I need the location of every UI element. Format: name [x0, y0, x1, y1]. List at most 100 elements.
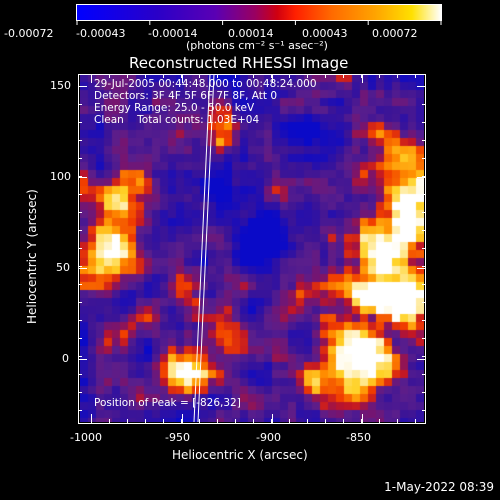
y-major-tick-right — [417, 268, 426, 269]
colorbar — [76, 4, 442, 21]
y-minor-tick — [78, 122, 82, 123]
x-minor-tick — [91, 419, 92, 423]
y-minor-tick-right — [422, 392, 426, 393]
y-minor-tick — [78, 140, 82, 141]
x-minor-tick — [199, 419, 200, 423]
x-minor-tick-top — [145, 74, 146, 78]
colorbar-tick-label-6: 0.00072 — [372, 27, 418, 40]
x-major-tick-top — [272, 74, 273, 83]
x-major-tick — [182, 414, 183, 423]
y-major-tick-right — [417, 177, 426, 178]
x-major-tick — [362, 414, 363, 423]
plot-timestamp: 1-May-2022 08:39 — [384, 480, 494, 494]
x-minor-tick — [307, 419, 308, 423]
x-major-tick — [272, 414, 273, 423]
y-minor-tick — [78, 410, 82, 411]
limb-line-1 — [197, 74, 215, 422]
y-minor-tick-right — [422, 356, 426, 357]
y-minor-tick — [78, 230, 82, 231]
x-minor-tick-top — [415, 74, 416, 78]
x-tick-label-3: -900 — [256, 431, 281, 444]
plot-frame — [78, 74, 426, 424]
y-major-tick-right — [417, 359, 426, 360]
overlay-lines — [193, 74, 215, 422]
x-minor-tick-top — [253, 74, 254, 78]
limb-line-2 — [193, 74, 211, 422]
y-major-tick — [78, 177, 87, 178]
x-minor-tick — [163, 419, 164, 423]
x-minor-tick-top — [127, 74, 128, 78]
y-minor-tick-right — [422, 248, 426, 249]
y-minor-tick-right — [422, 374, 426, 375]
info-time-range: 29-Jul-2005 00:44:48.000 to 00:48:24.000 — [94, 78, 317, 90]
y-minor-tick-right — [422, 230, 426, 231]
x-major-tick-top — [91, 74, 92, 83]
peak-position-label: Position of Peak = [-826,32] — [94, 397, 241, 409]
y-minor-tick — [78, 86, 82, 87]
x-minor-tick-top — [361, 74, 362, 78]
y-minor-tick — [78, 266, 82, 267]
x-minor-tick-top — [163, 74, 164, 78]
y-minor-tick-right — [422, 122, 426, 123]
image-title: Reconstructed RHESSI Image — [129, 54, 349, 72]
y-tick-label-4: 0 — [62, 352, 69, 365]
x-minor-tick — [415, 419, 416, 423]
x-minor-tick-top — [325, 74, 326, 78]
x-axis-label: Heliocentric X (arcsec) — [172, 448, 308, 462]
x-minor-tick — [181, 419, 182, 423]
y-major-tick — [78, 359, 87, 360]
x-minor-tick — [217, 419, 218, 423]
x-minor-tick-top — [109, 74, 110, 78]
x-minor-tick-top — [307, 74, 308, 78]
x-minor-tick-top — [199, 74, 200, 78]
y-minor-tick-right — [422, 86, 426, 87]
y-minor-tick — [78, 320, 82, 321]
colorbar-tick-label-1: -0.00072 — [4, 27, 54, 40]
x-minor-tick — [109, 419, 110, 423]
y-minor-tick — [78, 392, 82, 393]
y-major-tick — [78, 268, 87, 269]
y-minor-tick — [78, 302, 82, 303]
y-minor-tick — [78, 194, 82, 195]
x-minor-tick-top — [181, 74, 182, 78]
y-minor-tick — [78, 248, 82, 249]
y-minor-tick-right — [422, 158, 426, 159]
info-detectors: Detectors: 3F 4F 5F 6F 7F 8F, Att 0 — [94, 90, 278, 102]
y-minor-tick — [78, 212, 82, 213]
colorbar-tick-label-4: 0.00014 — [228, 27, 274, 40]
y-minor-tick-right — [422, 212, 426, 213]
y-tick-label-1: 150 — [50, 79, 71, 92]
x-minor-tick — [235, 419, 236, 423]
y-minor-tick — [78, 104, 82, 105]
x-minor-tick — [145, 419, 146, 423]
x-tick-label-2: -950 — [165, 431, 190, 444]
y-minor-tick-right — [422, 320, 426, 321]
x-minor-tick-top — [397, 74, 398, 78]
x-minor-tick-top — [271, 74, 272, 78]
y-minor-tick-right — [422, 302, 426, 303]
x-major-tick-top — [362, 74, 363, 83]
y-minor-tick-right — [422, 266, 426, 267]
y-minor-tick — [78, 338, 82, 339]
x-minor-tick-top — [379, 74, 380, 78]
x-minor-tick — [361, 419, 362, 423]
x-tick-label-1: -1000 — [70, 431, 102, 444]
y-minor-tick-right — [422, 338, 426, 339]
x-minor-tick-top — [289, 74, 290, 78]
x-tick-label-4: -850 — [346, 431, 371, 444]
colorbar-tick-label-2: -0.00043 — [76, 27, 126, 40]
rhessi-heatmap — [80, 74, 424, 422]
colorbar-ticks — [76, 20, 442, 25]
x-minor-tick-top — [91, 74, 92, 78]
x-minor-tick — [127, 419, 128, 423]
y-minor-tick-right — [422, 140, 426, 141]
y-minor-tick-right — [422, 194, 426, 195]
x-minor-tick — [289, 419, 290, 423]
x-major-tick-top — [182, 74, 183, 83]
info-clean-counts: Clean Total counts: 1.03E+04 — [94, 114, 260, 126]
x-minor-tick-top — [217, 74, 218, 78]
y-minor-tick — [78, 284, 82, 285]
y-minor-tick-right — [422, 284, 426, 285]
y-minor-tick-right — [422, 410, 426, 411]
x-minor-tick — [397, 419, 398, 423]
